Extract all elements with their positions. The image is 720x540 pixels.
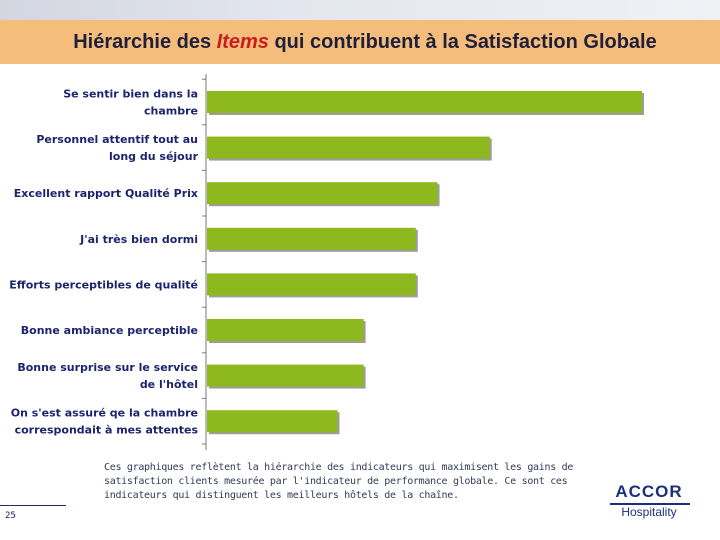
category-label: Excellent rapport Qualité Prix xyxy=(14,187,198,200)
category-label-line: On s'est assuré qe la chambre xyxy=(11,407,198,420)
category-label: Personnel attentif tout au long du séjour xyxy=(36,133,198,163)
title-prefix: Hiérarchie des xyxy=(73,30,217,53)
bar xyxy=(207,410,338,433)
category-label: J'ai très bien dormi xyxy=(79,233,198,246)
category-label: Bonne ambiance perceptible xyxy=(21,324,198,337)
category-label: Se sentir bien dans la chambre xyxy=(63,88,198,118)
title-suffix: qui contribuent à la Satisfaction Global… xyxy=(268,30,657,53)
category-label: Bonne surprise sur le service de l'hôtel xyxy=(17,361,198,391)
page-number: 25 xyxy=(5,511,16,521)
category-label-line: Bonne ambiance perceptible xyxy=(21,324,198,337)
caption-line-1: Ces graphiques reflètent la hiérarchie d… xyxy=(104,462,574,473)
category-label-line: Personnel attentif tout au xyxy=(36,133,198,146)
category-label-line: Excellent rapport Qualité Prix xyxy=(14,187,198,200)
caption: Ces graphiques reflètent la hiérarchie d… xyxy=(104,461,574,504)
category-label: Efforts perceptibles de qualité xyxy=(9,278,198,291)
bar xyxy=(207,227,416,250)
slide-title: Hiérarchie des Items qui contribuent à l… xyxy=(63,31,657,54)
logo-wordmark: ACCOR xyxy=(615,482,683,501)
category-label-line: J'ai très bien dormi xyxy=(79,233,198,246)
bar xyxy=(207,182,438,205)
category-label-line: Se sentir bien dans la xyxy=(63,88,198,101)
category-label-line: Efforts perceptibles de qualité xyxy=(9,278,198,291)
category-label-line: chambre xyxy=(144,105,198,118)
caption-line-2: satisfaction clients mesurée par l'indic… xyxy=(104,476,568,488)
bar xyxy=(207,136,490,159)
logo-subtitle: Hospitality xyxy=(621,505,677,519)
top-stripe xyxy=(0,0,720,20)
category-label-line: correspondait à mes attentes xyxy=(15,424,199,437)
footer-rule xyxy=(0,505,66,506)
bar xyxy=(207,319,364,341)
title-emphasis: Items xyxy=(216,30,269,53)
bar xyxy=(207,364,364,387)
bar xyxy=(207,273,416,296)
category-label-line: Bonne surprise sur le service xyxy=(17,361,198,374)
caption-line-3: indicateurs qui distinguent les meilleur… xyxy=(104,490,459,502)
category-label: On s'est assuré qe la chambre corresponda… xyxy=(11,407,199,437)
bar xyxy=(207,91,642,113)
bar-chart: Se sentir bien dans la chambre Personnel a… xyxy=(9,74,644,450)
accor-hospitality-logo: ACCOR Hospitality xyxy=(606,482,692,520)
category-label-line: de l'hôtel xyxy=(140,378,198,391)
logo-underline xyxy=(610,503,690,505)
category-label-line: long du séjour xyxy=(109,150,199,163)
title-band: Hiérarchie des Items qui contribuent à l… xyxy=(0,20,720,64)
